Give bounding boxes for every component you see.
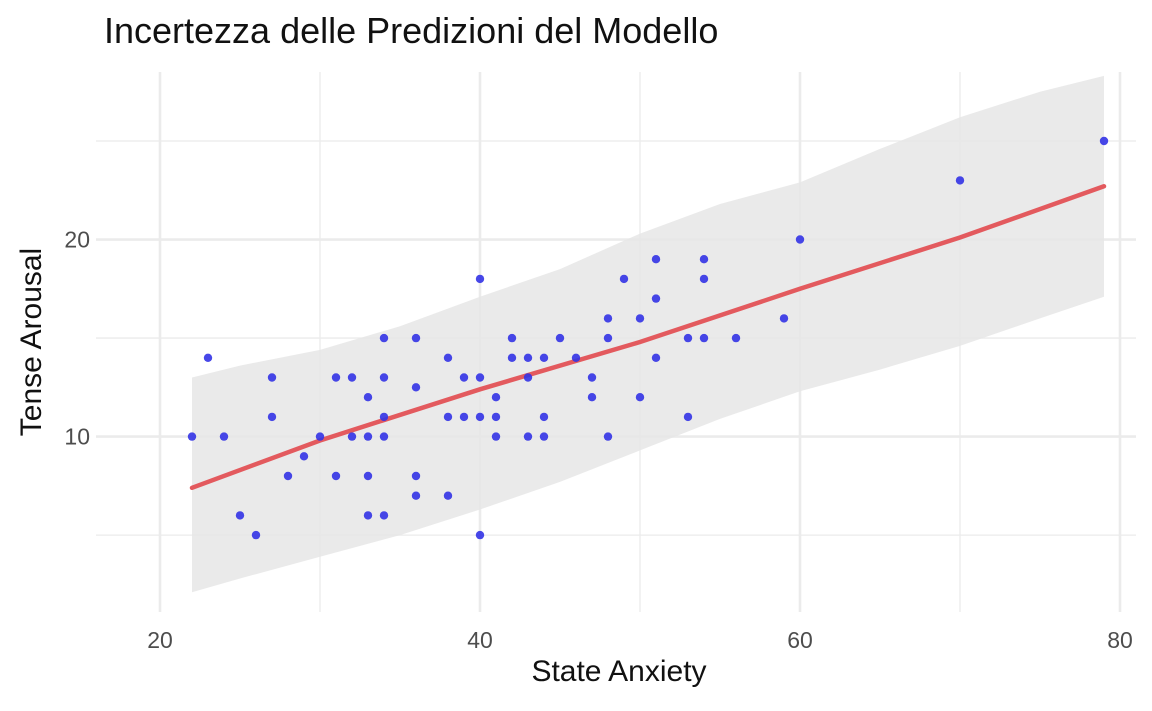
data-point — [635, 393, 645, 402]
data-point — [331, 471, 341, 481]
data-points — [187, 136, 1109, 540]
y-tick-label: 10 — [64, 424, 90, 450]
data-point — [203, 353, 213, 362]
data-point — [651, 294, 661, 303]
data-point — [475, 274, 485, 284]
data-point — [443, 412, 453, 422]
data-point — [731, 333, 741, 343]
chart-title: Incertezza delle Predizioni del Modello — [104, 10, 719, 51]
data-point — [251, 530, 261, 540]
data-point — [491, 412, 501, 422]
data-point — [379, 412, 389, 422]
data-point — [379, 373, 389, 382]
data-point — [411, 383, 421, 392]
data-point — [267, 412, 277, 422]
data-point — [651, 255, 661, 264]
data-point — [283, 471, 293, 481]
data-point — [523, 432, 533, 441]
x-tick-label: 20 — [147, 627, 173, 653]
data-point — [683, 412, 693, 422]
data-point — [363, 432, 373, 441]
data-point — [331, 373, 341, 382]
data-point — [475, 530, 485, 540]
data-point — [347, 373, 357, 382]
data-point — [699, 333, 709, 343]
axis-tick-labels: 20 40 60 80 10 20 — [64, 227, 1132, 653]
data-point — [347, 432, 357, 441]
data-point — [523, 353, 533, 362]
data-point — [587, 393, 597, 402]
y-axis-label: Tense Arousal — [15, 247, 48, 437]
data-point — [363, 511, 373, 520]
data-point — [379, 432, 389, 441]
data-point — [539, 432, 549, 441]
data-point — [587, 373, 597, 382]
data-point — [955, 176, 965, 185]
data-point — [475, 373, 485, 382]
data-point — [443, 353, 453, 362]
x-axis-label: State Anxiety — [531, 655, 707, 688]
data-point — [187, 432, 197, 441]
data-point — [475, 412, 485, 422]
data-point — [571, 353, 581, 362]
data-point — [379, 333, 389, 343]
data-point — [379, 511, 389, 520]
data-point — [363, 393, 373, 402]
data-point — [299, 452, 309, 461]
data-point — [1099, 136, 1109, 146]
prediction-band-area — [192, 75, 1104, 593]
data-point — [507, 333, 517, 343]
data-point — [411, 491, 421, 500]
data-point — [459, 373, 469, 382]
x-tick-label: 80 — [1107, 627, 1133, 653]
data-point — [555, 333, 565, 343]
data-point — [411, 333, 421, 343]
data-point — [507, 353, 517, 362]
data-point — [459, 412, 469, 422]
data-point — [363, 471, 373, 481]
prediction-band — [192, 75, 1104, 593]
data-point — [523, 373, 533, 382]
x-tick-label: 40 — [467, 627, 493, 653]
data-point — [219, 432, 229, 441]
data-point — [779, 314, 789, 323]
data-point — [539, 412, 549, 422]
data-point — [699, 274, 709, 284]
x-tick-label: 60 — [787, 627, 813, 653]
data-point — [539, 353, 549, 362]
data-point — [235, 511, 245, 520]
data-point — [443, 491, 453, 500]
data-point — [315, 432, 325, 441]
data-point — [411, 471, 421, 481]
data-point — [683, 333, 693, 343]
data-point — [619, 274, 629, 284]
data-point — [699, 255, 709, 264]
data-point — [603, 432, 613, 441]
data-point — [795, 235, 805, 244]
data-point — [635, 314, 645, 323]
y-tick-label: 20 — [64, 227, 90, 253]
data-point — [491, 393, 501, 402]
data-point — [603, 314, 613, 323]
data-point — [491, 432, 501, 441]
data-point — [267, 373, 277, 382]
data-point — [651, 353, 661, 362]
data-point — [603, 333, 613, 343]
